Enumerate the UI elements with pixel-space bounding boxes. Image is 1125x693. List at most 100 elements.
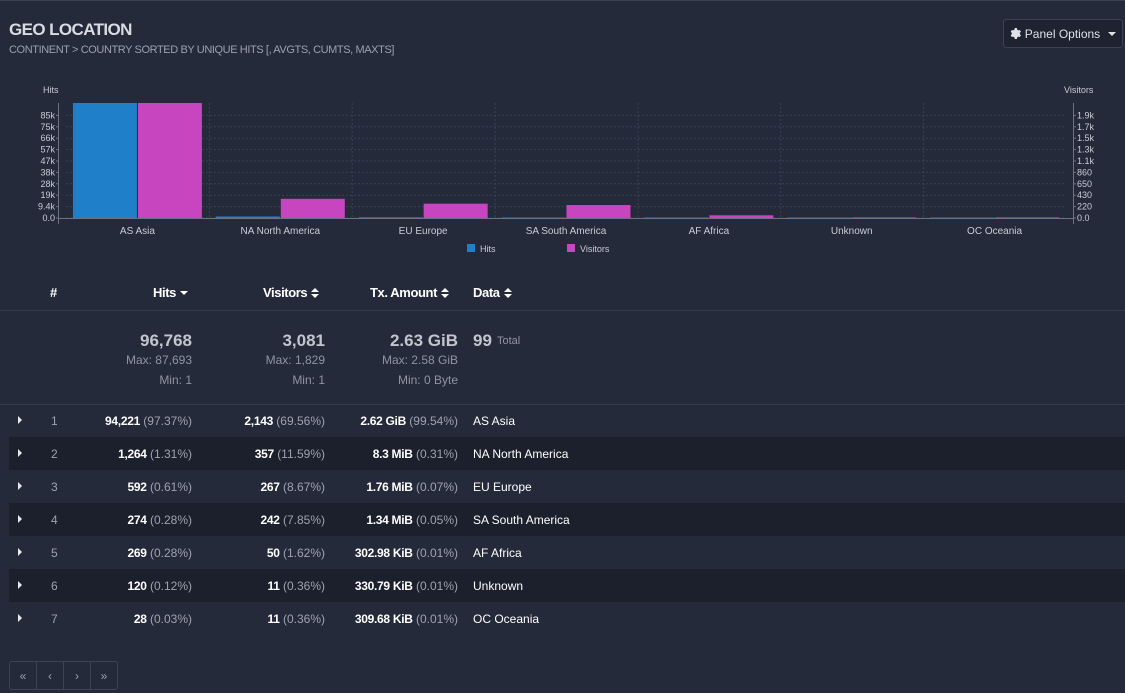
row-visitors: 11 (0.36%) [267,579,325,593]
row-data[interactable]: EU Europe [473,480,532,494]
row-data[interactable]: SA South America [473,513,570,527]
bar-visitors [709,215,774,218]
table-row[interactable]: 5 269 (0.28%) 50 (1.62%) 302.98 KiB (0.01%)… [9,536,1125,569]
caret-down-icon [1108,31,1117,36]
row-tx: 302.98 KiB (0.01%) [354,546,458,560]
table-row[interactable]: 1 94,221 (97.37%) 2,143 (69.56%) 2.62 GiB (… [9,404,1125,437]
left-tick-label: 85k [40,110,55,120]
bar-hits [930,217,995,218]
row-tx: 2.62 GiB (99.54%) [360,414,458,428]
row-number: 3 [51,480,58,494]
divider [0,404,1125,405]
table-row[interactable]: 7 28 (0.03%) 11 (0.36%) 309.68 KiB (0.01%) O… [9,602,1125,635]
expand-row-icon[interactable] [18,482,22,490]
bar-visitors [995,217,1060,218]
summary-visitors-total: 3,081 [282,331,325,350]
row-visitors: 357 (11.59%) [254,447,325,461]
bar-visitors [423,203,488,218]
col-header-num: # [50,285,57,300]
summary-data-label: Total [497,335,521,347]
row-data[interactable]: AS Asia [473,414,516,428]
summary-data-total: 99 [473,331,492,350]
bar-visitors [280,198,345,218]
category-label: AS Asia [120,226,155,237]
row-hits: 28 (0.03%) [133,612,192,626]
right-tick-label: 1.7k [1077,122,1095,132]
bar-hits [644,217,709,218]
table-row[interactable]: 6 120 (0.12%) 11 (0.36%) 330.79 KiB (0.01%)… [9,569,1125,602]
expand-row-icon[interactable] [18,614,22,622]
pagination: « ‹ › » [9,661,118,690]
summary-visitors-max: Max: 1,829 [265,353,325,367]
col-header-visitors[interactable]: Visitors [263,285,320,300]
left-axis-label: Hits [43,85,59,95]
sort-desc-icon [179,290,188,295]
bar-hits [72,103,137,218]
category-label: NA North America [241,226,321,237]
category-label: OC Oceania [967,226,1022,237]
expand-row-icon[interactable] [18,548,22,556]
bar-visitors [137,103,202,218]
panel-options-button[interactable]: Panel Options [1003,19,1123,48]
col-header-data[interactable]: Data [473,285,512,300]
summary-hits-max: Max: 87,693 [125,353,192,367]
row-tx: 330.79 KiB (0.01%) [354,579,458,593]
legend-label: Hits [480,244,496,254]
row-data[interactable]: NA North America [473,447,569,461]
geo-bar-chart: 0.09.4k19k28k38k47k57k66k75k85k0.0220430… [38,85,1095,254]
last-page-button[interactable]: » [100,668,108,683]
expand-row-icon[interactable] [18,449,22,457]
left-tick-label: 75k [40,122,55,132]
row-hits: 274 (0.28%) [127,513,193,527]
row-visitors: 267 (8.67%) [260,480,326,494]
row-tx: 1.76 MiB (0.07%) [366,480,458,494]
row-tx: 309.68 KiB (0.01%) [354,612,458,626]
expand-row-icon[interactable] [18,416,22,424]
sort-icon [441,287,450,298]
table-row[interactable]: 4 274 (0.28%) 242 (7.85%) 1.34 MiB (0.05%) S… [9,503,1125,536]
right-axis-label: Visitors [1064,85,1094,95]
table-row[interactable]: 2 1,264 (1.31%) 357 (11.59%) 8.3 MiB (0.31%… [9,437,1125,470]
right-tick-label: 1.5k [1077,133,1095,143]
row-number: 4 [51,513,58,527]
left-tick-label: 66k [40,133,55,143]
col-header-tx[interactable]: Tx. Amount [370,285,450,300]
prev-page-button[interactable]: ‹ [37,662,64,689]
bar-hits [215,216,280,218]
category-label: EU Europe [399,226,448,237]
summary-hits-min: Min: 1 [159,373,192,387]
row-visitors: 2,143 (69.56%) [244,414,325,428]
row-tx: 1.34 MiB (0.05%) [366,513,458,527]
first-page-button[interactable]: « [10,662,37,689]
col-header-hits[interactable]: Hits [153,285,188,300]
gear-icon [1010,28,1021,39]
category-label: AF Africa [689,226,730,237]
left-tick-label: 57k [40,145,55,155]
summary-visitors-min: Min: 1 [292,373,325,387]
row-data[interactable]: Unknown [473,579,524,593]
panel-options-label: Panel Options [1024,26,1101,41]
row-number: 6 [51,579,58,593]
row-hits: 269 (0.28%) [127,546,193,560]
bar-visitors [852,217,917,218]
row-visitors: 242 (7.85%) [260,513,326,527]
row-data[interactable]: AF Africa [473,546,522,560]
table-row[interactable]: 3 592 (0.61%) 267 (8.67%) 1.76 MiB (0.07%) E… [9,470,1125,503]
legend-swatch [567,244,575,252]
row-data[interactable]: OC Oceania [473,612,540,626]
expand-row-icon[interactable] [18,581,22,589]
row-hits: 1,264 (1.31%) [118,447,192,461]
legend-label: Visitors [580,244,610,254]
bar-hits [501,217,566,218]
summary-tx-min: Min: 0 Byte [397,373,458,387]
row-number: 5 [51,546,58,560]
next-page-button[interactable]: › [64,662,91,689]
row-number: 1 [51,414,58,428]
expand-row-icon[interactable] [18,515,22,523]
row-number: 7 [51,612,58,626]
sort-icon [503,287,512,298]
right-tick-label: 220 [1077,202,1092,212]
row-visitors: 11 (0.36%) [267,612,325,626]
right-tick-label: 1.3k [1077,145,1095,155]
